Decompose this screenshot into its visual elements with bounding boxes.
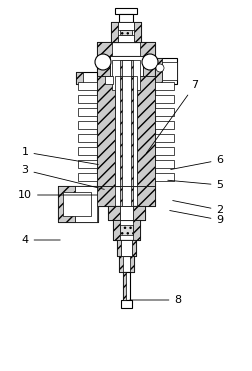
Bar — [117, 35, 134, 42]
Bar — [116, 240, 136, 256]
Bar — [108, 206, 144, 220]
Bar — [154, 134, 173, 142]
Bar — [118, 14, 133, 22]
Text: 5: 5 — [167, 180, 223, 190]
Bar — [122, 272, 130, 300]
Bar — [112, 60, 139, 90]
Bar — [111, 22, 140, 42]
Polygon shape — [75, 186, 97, 222]
Text: 10: 10 — [18, 190, 97, 200]
Bar — [154, 160, 173, 168]
Polygon shape — [113, 220, 119, 240]
Bar — [115, 76, 137, 186]
Circle shape — [155, 64, 163, 72]
Bar — [113, 220, 139, 240]
Polygon shape — [97, 186, 115, 206]
Bar — [117, 22, 134, 30]
Bar — [105, 76, 113, 84]
Bar — [121, 76, 131, 186]
Text: 7: 7 — [146, 80, 198, 153]
Polygon shape — [122, 272, 125, 300]
Polygon shape — [118, 256, 122, 272]
Text: 6: 6 — [170, 155, 223, 170]
Bar — [154, 58, 176, 84]
Bar — [115, 8, 137, 14]
Bar — [97, 56, 154, 76]
Polygon shape — [133, 206, 144, 220]
Bar — [97, 42, 154, 56]
Bar — [78, 95, 97, 103]
Bar — [58, 186, 98, 222]
Polygon shape — [97, 56, 110, 76]
Bar — [154, 173, 173, 181]
Bar — [154, 108, 173, 116]
Polygon shape — [119, 60, 133, 90]
Text: 1: 1 — [21, 147, 98, 164]
Bar — [97, 76, 154, 186]
Bar — [119, 30, 132, 35]
Polygon shape — [119, 186, 133, 206]
Bar — [154, 82, 173, 90]
Circle shape — [141, 54, 158, 70]
Bar — [78, 82, 97, 90]
Text: 4: 4 — [21, 235, 60, 245]
Polygon shape — [139, 42, 154, 56]
Text: 2: 2 — [172, 201, 223, 215]
Polygon shape — [58, 186, 75, 222]
Bar — [118, 256, 134, 272]
Polygon shape — [154, 58, 161, 84]
Bar — [121, 60, 131, 90]
Bar — [78, 108, 97, 116]
Bar — [58, 186, 98, 222]
Bar — [78, 173, 97, 181]
Bar — [161, 62, 176, 80]
Polygon shape — [134, 22, 140, 42]
Polygon shape — [97, 76, 115, 186]
Bar — [121, 186, 131, 206]
Text: 9: 9 — [169, 210, 223, 225]
Polygon shape — [130, 256, 134, 272]
Polygon shape — [76, 72, 83, 84]
Bar — [110, 56, 142, 76]
Polygon shape — [97, 42, 112, 56]
Bar — [97, 186, 154, 206]
Polygon shape — [111, 22, 117, 42]
Bar — [119, 225, 133, 235]
Polygon shape — [108, 206, 119, 220]
Bar — [154, 95, 173, 103]
Circle shape — [94, 54, 111, 70]
Bar — [78, 147, 97, 155]
Bar — [120, 240, 132, 256]
Polygon shape — [137, 186, 154, 206]
Polygon shape — [119, 76, 133, 186]
Bar — [78, 134, 97, 142]
Bar — [63, 192, 91, 216]
Bar — [154, 147, 173, 155]
Bar — [154, 121, 173, 129]
Bar — [78, 160, 97, 168]
Text: 8: 8 — [129, 295, 181, 305]
Polygon shape — [142, 56, 154, 76]
Text: 3: 3 — [21, 165, 104, 189]
Polygon shape — [137, 76, 154, 186]
Bar — [120, 300, 132, 308]
Polygon shape — [133, 220, 139, 240]
Bar — [78, 121, 97, 129]
Bar — [76, 72, 97, 84]
Bar — [119, 206, 133, 220]
Polygon shape — [116, 240, 120, 256]
Polygon shape — [132, 240, 136, 256]
